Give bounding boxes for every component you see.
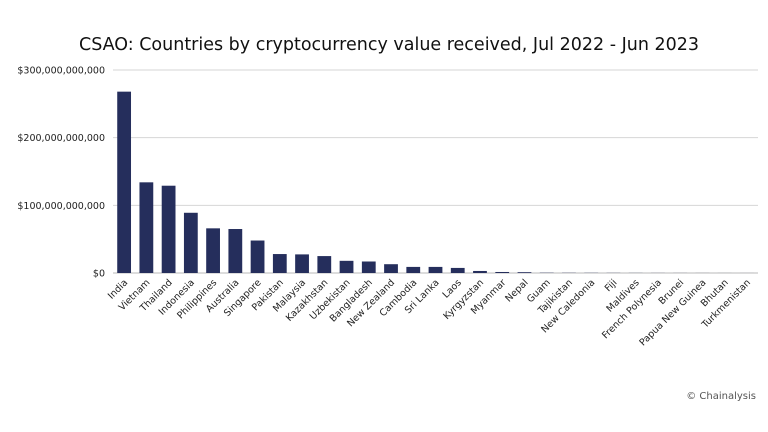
bar-cambodia	[406, 266, 421, 273]
bar-kazakhstan	[317, 256, 332, 273]
bar-thailand	[161, 185, 176, 273]
bars	[117, 91, 754, 273]
bar-sri-lanka	[428, 266, 443, 273]
y-tick-label: $0	[93, 269, 105, 280]
bar-india	[117, 91, 132, 273]
chart-title: CSAO: Countries by cryptocurrency value …	[79, 35, 699, 55]
y-tick-label: $300,000,000,000	[17, 66, 105, 77]
x-axis: IndiaVietnamThailandIndonesiaPhilippines…	[106, 277, 753, 348]
bar-vietnam	[139, 182, 154, 273]
bar-laos	[450, 267, 465, 273]
bar-nepal	[517, 272, 532, 273]
y-tick-label: $100,000,000,000	[17, 201, 105, 212]
bar-singapore	[250, 240, 265, 273]
bar-philippines	[206, 228, 220, 273]
bar-malaysia	[295, 254, 309, 273]
bar-new-zealand	[384, 264, 398, 273]
bar-bangladesh	[361, 261, 376, 273]
bar-kyrgyzstan	[473, 270, 487, 273]
y-tick-label: $200,000,000,000	[17, 133, 105, 144]
credit-label: © Chainalysis	[686, 391, 756, 402]
bar-indonesia	[183, 212, 198, 273]
bar-uzbekistan	[339, 260, 354, 273]
x-tick-label: Fiji	[603, 277, 620, 294]
y-axis: $0 $100,000,000,000 $200,000,000,000 $300,0…	[17, 66, 105, 280]
bar-pakistan	[272, 254, 287, 273]
bar-myanmar	[495, 271, 510, 273]
bar-australia	[228, 229, 243, 273]
